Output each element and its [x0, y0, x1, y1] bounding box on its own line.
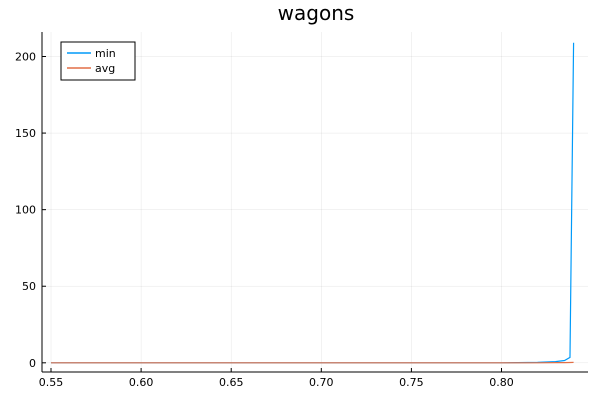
chart-title: wagons [278, 1, 355, 25]
y-tick-label: 150 [15, 127, 36, 140]
x-tick-label: 0.55 [39, 376, 64, 389]
legend-label-avg: avg [95, 62, 115, 75]
x-tick-label: 0.70 [309, 376, 334, 389]
x-tick-label: 0.60 [129, 376, 154, 389]
x-tick-label: 0.65 [219, 376, 244, 389]
x-tick-label: 0.75 [399, 376, 424, 389]
legend: min avg [60, 41, 136, 81]
legend-box [60, 41, 136, 81]
y-tick-label: 50 [22, 280, 36, 293]
legend-label-min: min [95, 47, 116, 60]
axes [41, 32, 588, 373]
grid [42, 32, 588, 372]
y-tick-label: 200 [15, 51, 36, 64]
y-tick-label: 100 [15, 204, 36, 217]
series [51, 42, 575, 364]
tick-labels: 0.55 0.60 0.65 0.70 0.75 0.80 0 50 100 150 200 [15, 51, 514, 389]
y-tick-label: 0 [29, 357, 36, 370]
x-tick-label: 0.80 [489, 376, 514, 389]
